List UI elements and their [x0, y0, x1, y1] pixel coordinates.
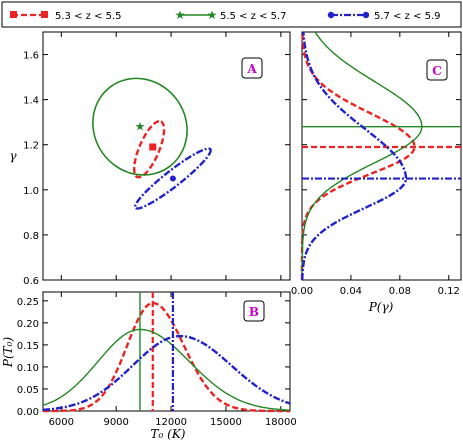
legend-marker-3b	[362, 11, 370, 19]
panel-c-label-box	[426, 59, 448, 81]
panel-b-ytick-label: 0.00	[17, 407, 39, 418]
legend-entry-3: 5.7 < z < 5.9	[327, 11, 441, 22]
panel-b-label-box	[243, 300, 265, 322]
panel-b-xtick-label: 12000	[155, 417, 187, 428]
legend-frame	[1, 1, 462, 28]
panel-b-ytick-label: 0.10	[17, 363, 39, 374]
panel-b-curve	[43, 301, 290, 413]
panel-a-frame	[42, 31, 291, 281]
legend-label-1: 5.3 < z < 5.5	[55, 11, 122, 22]
panel-b-xtick-label: 9000	[103, 417, 128, 428]
panel-b-xtick-label: 15000	[210, 417, 242, 428]
panel-a-label: A	[246, 62, 257, 76]
panel-b-curve	[42, 328, 291, 411]
panel-c-curve	[300, 31, 416, 280]
panel-b-ytick-label: 0.20	[17, 319, 39, 330]
panel-a-label-box	[241, 57, 263, 79]
panel-a-ytick-label: 0.8	[23, 231, 39, 242]
panel-b-xlabel: T₀ (K)	[151, 427, 186, 441]
panel-b-xtick-label: 6000	[49, 417, 74, 428]
legend-entry-1: 5.3 < z < 5.5	[10, 11, 122, 22]
panel-a-ytick-label: 1.6	[23, 51, 39, 62]
legend-marker-3	[327, 11, 335, 19]
panel-a-point	[169, 175, 176, 182]
panel-c-xtick-label: 0.00	[291, 286, 313, 297]
panel-a-ytick-label: 1.4	[23, 96, 39, 107]
panel-c-xlabel: P(γ)	[368, 300, 394, 314]
panel-a-point	[149, 143, 157, 151]
panel-a-contour	[133, 147, 212, 210]
legend-marker-1	[10, 11, 17, 18]
panel-b-ytick-label: 0.05	[17, 385, 39, 396]
panel-b-label: B	[249, 305, 259, 319]
panel-c-xtick-label: 0.12	[438, 286, 460, 297]
panel-b-xtick-label: 18000	[265, 417, 297, 428]
panel-a-ytick-label: 0.6	[23, 276, 39, 287]
panel-a-contour	[133, 119, 166, 179]
panel-a-point: ★	[135, 120, 146, 134]
panel-c-curve	[301, 31, 423, 280]
panel-c-frame	[301, 31, 462, 281]
panel-a-ytick-label: 1.0	[23, 186, 39, 197]
panel-b-frame	[42, 291, 291, 412]
panel-b-curve	[42, 334, 291, 411]
legend-entry-2: ★ ★ 5.5 < z < 5.7	[175, 8, 287, 22]
panel-b-ytick-label: 0.25	[17, 297, 39, 308]
panel-b-ylabel: P(T₀)	[1, 337, 15, 369]
legend-label-3: 5.7 < z < 5.9	[374, 11, 441, 22]
panel-a-ylabel: γ	[9, 149, 17, 163]
panel-a-contour	[92, 77, 188, 176]
panel-b-ytick-label: 0.15	[17, 341, 39, 352]
legend: 5.3 < z < 5.5 ★ ★ 5.5 < z < 5.7 5.7 < z …	[1, 1, 462, 28]
panel-c-label: C	[432, 64, 442, 78]
legend-marker-2: ★	[175, 8, 186, 22]
panel-a: 0.6 0.8 1.0 1.2 1.4 1.6 ★ γ A	[9, 31, 291, 287]
panel-c: 0.00 0.04 0.08 0.12 P(γ) C	[291, 31, 462, 314]
legend-marker-1b	[41, 11, 48, 18]
legend-label-2: 5.5 < z < 5.7	[220, 11, 287, 22]
panel-a-ytick-label: 1.2	[23, 141, 39, 152]
panel-b: 6000 9000 12000 15000 18000 0.00 0.05 0.10 0.15 0…	[1, 291, 297, 441]
panel-c-xtick-label: 0.04	[340, 286, 362, 297]
panel-c-curve	[301, 31, 408, 280]
panel-c-xtick-label: 0.08	[389, 286, 411, 297]
legend-marker-2b: ★	[207, 8, 218, 22]
